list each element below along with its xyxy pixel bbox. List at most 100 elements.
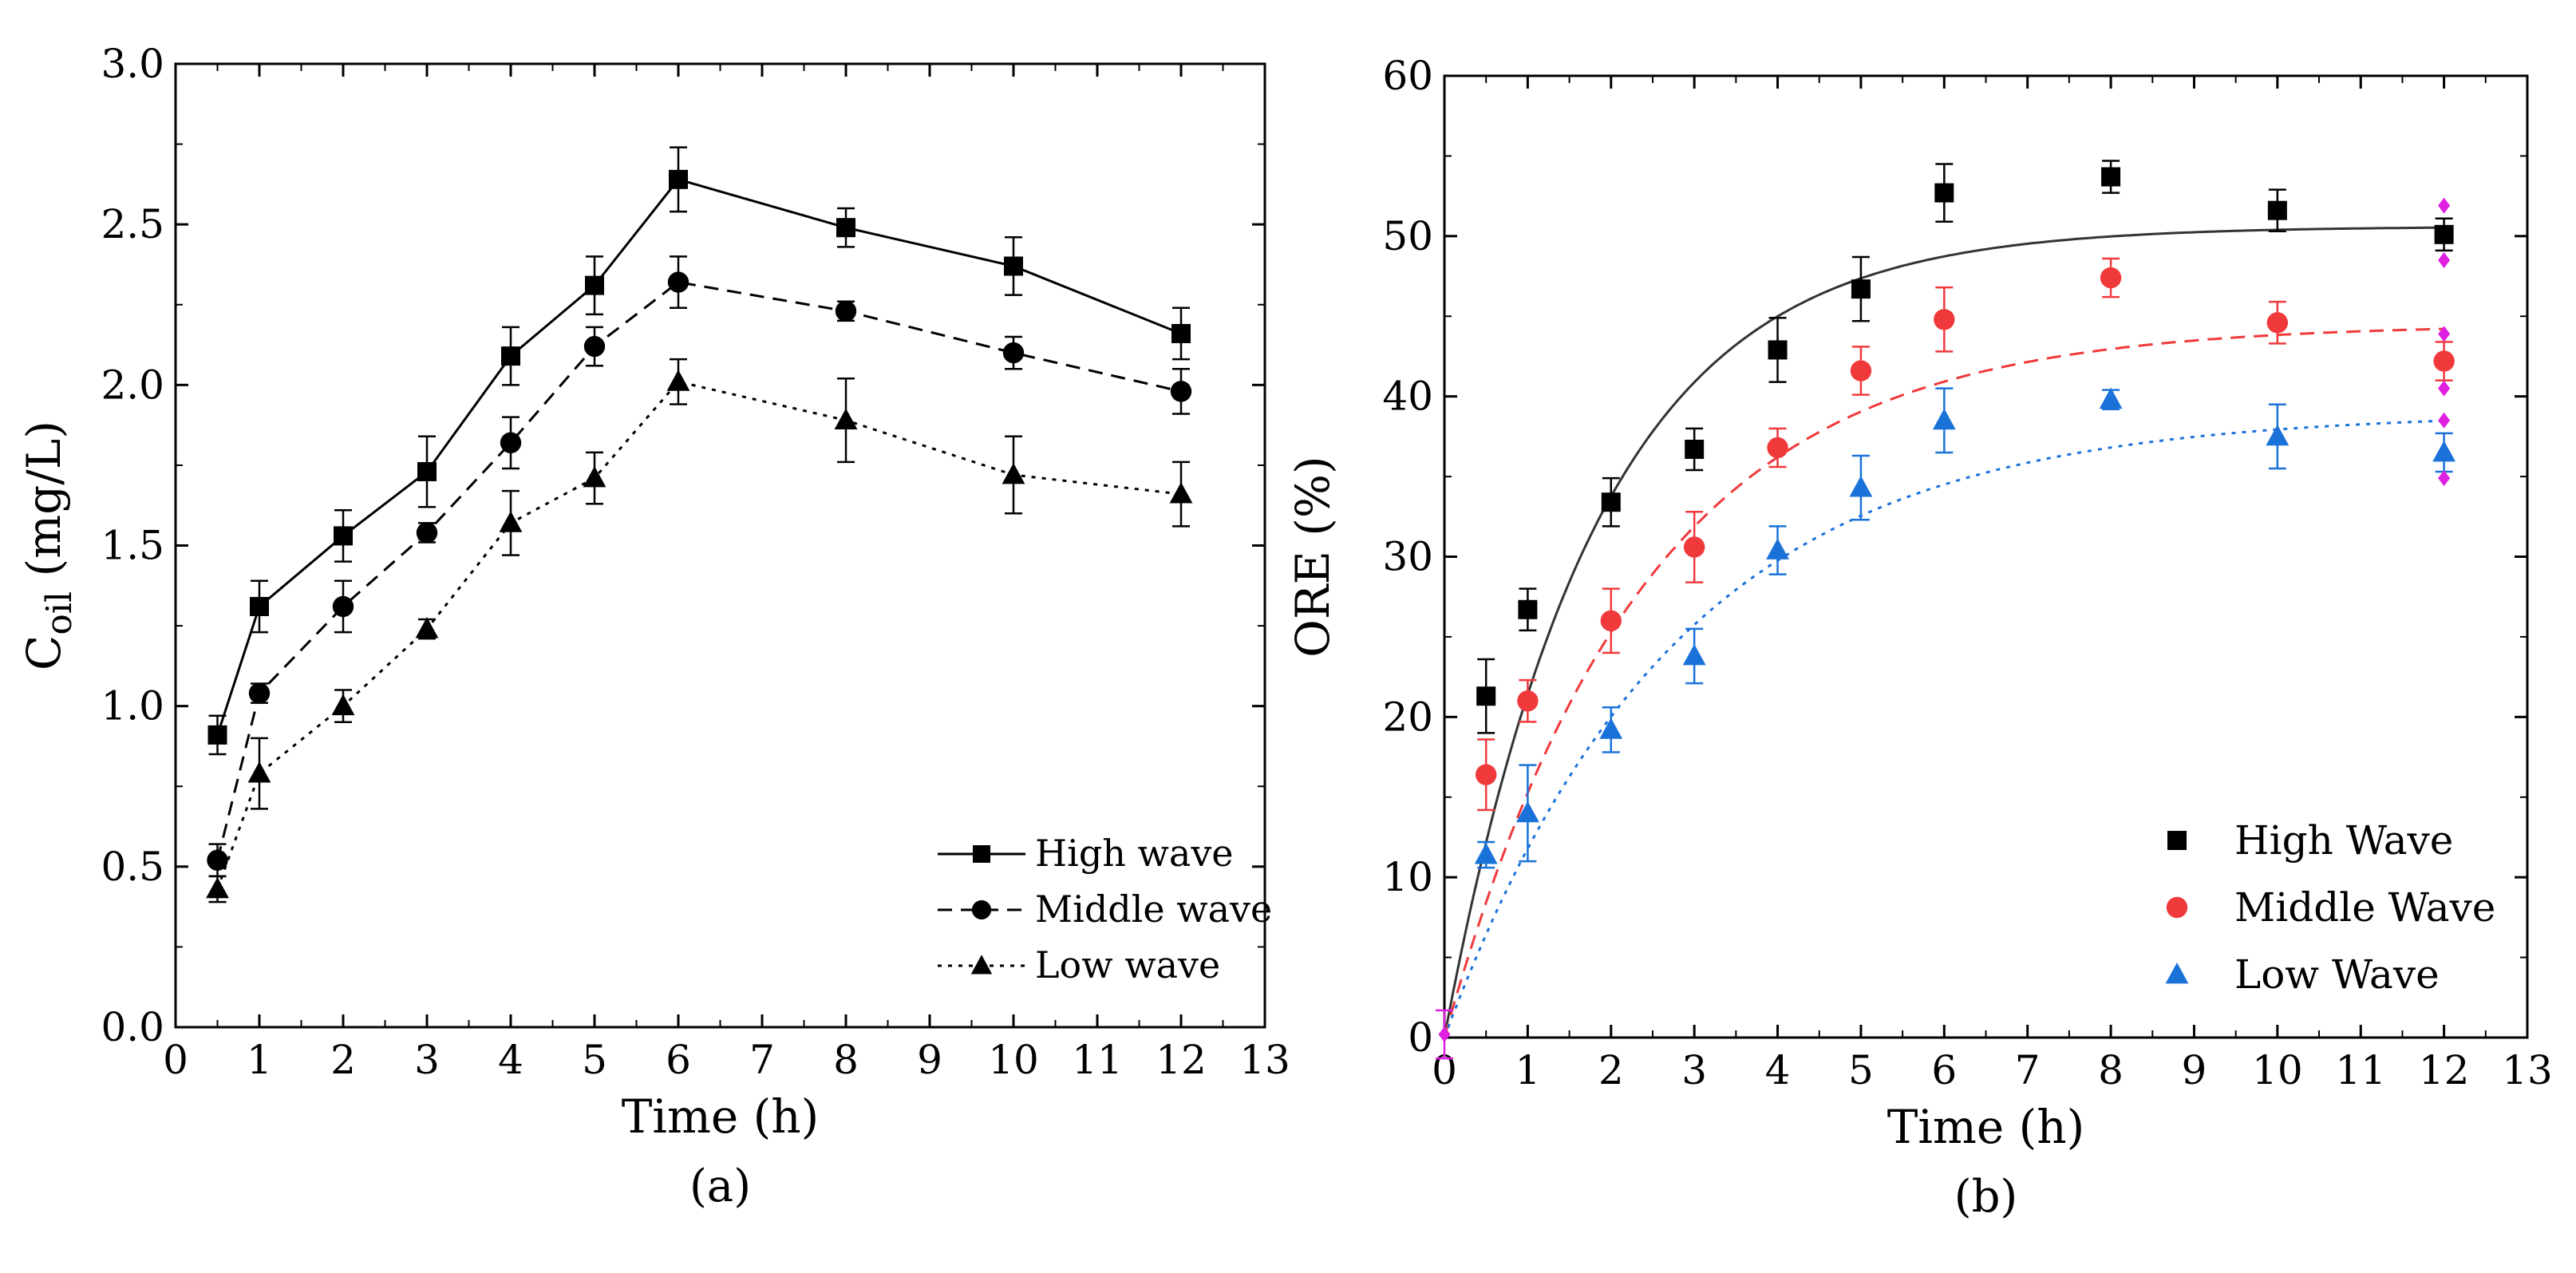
legend-label: Middle Wave — [2234, 884, 2495, 931]
y-tick-label: 40 — [1382, 374, 1433, 420]
series-line — [216, 178, 1182, 736]
x-tick-label: 12 — [1156, 1037, 1207, 1083]
x-tick-label: 2 — [1598, 1047, 1624, 1093]
data-point — [1438, 1026, 1451, 1042]
fit-curve — [1443, 419, 2444, 1038]
data-point — [2433, 350, 2455, 372]
x-tick-label: 12 — [2419, 1047, 2470, 1093]
data-point — [250, 596, 269, 616]
x-tick-label: 6 — [1931, 1047, 1957, 1093]
y-tick-label: 0.0 — [101, 1004, 164, 1050]
data-point — [583, 466, 606, 488]
x-tick-label: 0 — [163, 1037, 188, 1083]
x-axis-title: Time (h) — [622, 1089, 820, 1144]
y-tick-label: 30 — [1382, 534, 1433, 580]
data-point — [2438, 470, 2451, 487]
legend-marker — [2166, 896, 2188, 919]
y-tick-label: 0 — [1408, 1014, 1433, 1061]
data-point — [2266, 312, 2289, 334]
data-point — [2100, 267, 2122, 289]
data-point — [334, 526, 353, 546]
panel-label: (a) — [689, 1160, 751, 1212]
data-point — [1851, 279, 1871, 299]
data-point — [1518, 599, 1538, 619]
data-point — [499, 511, 523, 532]
y-tick-label: 1.0 — [101, 683, 164, 729]
data-point — [1934, 183, 1954, 203]
legend-marker — [970, 955, 993, 975]
x-tick-label: 5 — [582, 1037, 607, 1083]
x-axis-title: Time (h) — [1887, 1100, 2085, 1154]
y-tick-label: 20 — [1382, 694, 1433, 740]
data-point — [1768, 340, 1788, 360]
data-point — [1171, 323, 1191, 343]
data-point — [583, 335, 606, 358]
data-point — [1601, 492, 1621, 512]
data-point — [1517, 690, 1539, 712]
x-tick-label: 8 — [833, 1037, 859, 1083]
x-tick-label: 8 — [2098, 1047, 2124, 1093]
data-point — [2438, 412, 2451, 429]
data-point — [1849, 476, 1873, 497]
y-tick-label: 1.5 — [101, 523, 164, 569]
x-tick-label: 7 — [2015, 1047, 2041, 1093]
y-tick-label: 3.0 — [101, 41, 164, 87]
series-middle-wave — [207, 255, 1192, 878]
y-axis-title: ORE (%) — [1286, 456, 1340, 657]
legend-label: Middle wave — [1035, 888, 1272, 931]
legend-marker — [2165, 963, 2189, 984]
x-tick-label: 9 — [2182, 1047, 2207, 1093]
data-point — [1685, 439, 1705, 459]
y-axis-title-sub: oil — [39, 591, 80, 635]
x-tick-label: 10 — [988, 1037, 1039, 1083]
series-extra — [1436, 197, 2451, 1060]
data-point — [1004, 256, 1023, 276]
x-tick-label: 3 — [1681, 1047, 1707, 1093]
x-tick-label: 2 — [330, 1037, 356, 1083]
data-point — [417, 461, 437, 481]
y-tick-label: 60 — [1382, 53, 1433, 99]
plot-frame — [174, 62, 1266, 1029]
y-tick-label: 2.5 — [101, 201, 164, 247]
data-point — [2267, 200, 2287, 220]
legend-label: High Wave — [2234, 817, 2453, 864]
y-axis-title: Coil (mg/L) — [17, 421, 80, 670]
data-point — [835, 300, 857, 322]
series-line — [216, 380, 1182, 890]
y-axis-title-unit: (mg/L) — [17, 421, 71, 591]
data-point — [1475, 764, 1497, 785]
data-point — [1169, 482, 1193, 504]
data-point — [669, 169, 688, 189]
data-point — [1599, 718, 1623, 739]
data-point — [1002, 462, 1025, 484]
x-tick-label: 1 — [247, 1037, 272, 1083]
y-tick-label: 2.0 — [101, 362, 164, 408]
x-tick-label: 1 — [1515, 1047, 1540, 1093]
y-axis-title-main: C — [17, 635, 71, 670]
legend-label: High wave — [1035, 832, 1234, 875]
x-tick-label: 4 — [1765, 1047, 1791, 1093]
data-point — [1476, 686, 1496, 706]
x-tick-label: 10 — [2252, 1047, 2303, 1093]
x-tick-label: 3 — [414, 1037, 440, 1083]
data-point — [1600, 610, 1622, 632]
data-point — [1515, 801, 1539, 823]
data-point — [1934, 309, 1955, 330]
data-point — [2266, 424, 2290, 446]
series-high-wave — [207, 146, 1191, 756]
series-middle-wave — [1475, 257, 2455, 812]
data-point — [207, 725, 227, 745]
y-tick-label: 0.5 — [101, 844, 164, 890]
series-high-wave — [1476, 160, 2454, 734]
data-point — [667, 271, 689, 293]
data-point — [2434, 224, 2454, 244]
x-tick-label: 9 — [917, 1037, 942, 1083]
series-low-wave — [1474, 387, 2456, 869]
data-point — [1002, 342, 1025, 364]
data-point — [836, 218, 855, 238]
data-point — [2101, 167, 2121, 187]
legend-marker — [2167, 831, 2187, 850]
legend-marker — [971, 899, 992, 920]
